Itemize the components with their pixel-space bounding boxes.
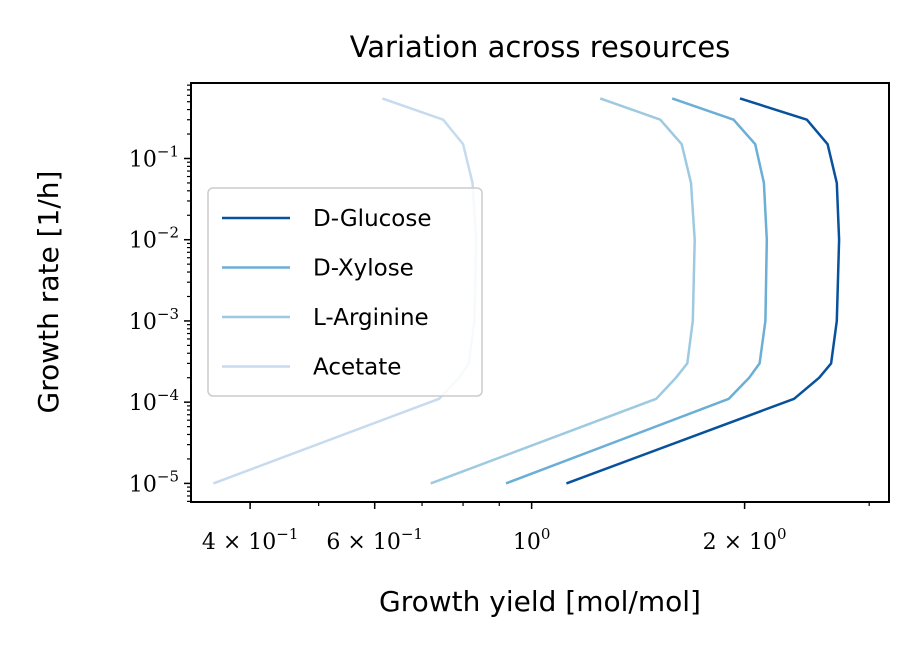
legend-label-d-xylose: D-Xylose: [313, 256, 414, 282]
x-axis-label: Growth yield [mol/mol]: [379, 585, 701, 618]
y-tick-label: 10−3: [129, 305, 179, 335]
x-tick-label: 6 × 10−1: [326, 525, 423, 555]
x-tick-label: 4 × 10−1: [202, 525, 299, 555]
series-line-d-glucose: [565, 97, 841, 485]
y-tick-label: 10−4: [129, 386, 179, 416]
major-ticks: 10−5 10−4 10−3 10−2 10−1 4 × 10−1 6 × 10−1 100 2…: [129, 142, 787, 555]
y-tick-label: 10−5: [129, 467, 179, 497]
series-line-l-arginine: [430, 97, 696, 485]
legend-label-l-arginine: L-Arginine: [313, 305, 429, 331]
legend: D-Glucose D-Xylose L-Arginine Acetate: [207, 187, 483, 397]
plot-frame: [190, 82, 890, 503]
series-line-d-xylose: [505, 97, 769, 485]
y-tick-label: 10−1: [129, 142, 179, 172]
legend-label-acetate: Acetate: [313, 355, 401, 381]
chart-title: Variation across resources: [350, 30, 731, 64]
x-tick-label: 100: [513, 525, 551, 555]
x-tick-label: 2 × 100: [703, 525, 787, 555]
legend-label-d-glucose: D-Glucose: [313, 206, 432, 232]
y-axis-label: Growth rate [1/h]: [32, 171, 65, 414]
legend-box: [207, 187, 483, 397]
y-tick-label: 10−2: [129, 224, 179, 254]
